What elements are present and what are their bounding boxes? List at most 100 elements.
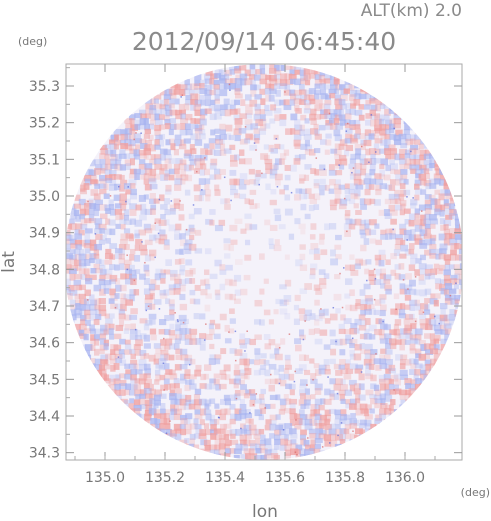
speckle-cell bbox=[240, 373, 248, 379]
speckle-cell bbox=[250, 459, 256, 460]
speckle-cell bbox=[159, 344, 166, 352]
speckle-cell bbox=[359, 223, 366, 231]
speckle-cell bbox=[199, 88, 208, 95]
speckle-cell bbox=[354, 124, 361, 130]
speckle-cell bbox=[370, 383, 377, 390]
speckle-cell bbox=[204, 383, 212, 390]
speckle-cell bbox=[389, 159, 395, 165]
speckle-cell bbox=[439, 318, 445, 325]
speckle-cell bbox=[105, 248, 112, 255]
speckle-cell bbox=[90, 299, 98, 306]
y-tick-label: 34.5 bbox=[29, 372, 60, 388]
speckle-cell bbox=[98, 223, 107, 230]
speckle-cell bbox=[318, 103, 325, 109]
speckle-cell bbox=[313, 204, 320, 211]
speckle-cell bbox=[315, 428, 323, 435]
speckle-cell bbox=[279, 114, 287, 120]
speckle-cell bbox=[379, 128, 387, 136]
speckle-cell bbox=[453, 209, 459, 215]
speckle-cell bbox=[384, 114, 390, 121]
speckle-cell bbox=[195, 364, 202, 372]
speckle-cell bbox=[378, 259, 385, 267]
speckle-cell bbox=[205, 69, 213, 76]
speckle-cell bbox=[134, 269, 141, 275]
speckle-dot bbox=[180, 96, 182, 98]
speckle-cell bbox=[180, 428, 187, 436]
speckle-cell bbox=[79, 188, 88, 195]
speckle-cell bbox=[299, 89, 307, 95]
speckle-cell bbox=[245, 409, 251, 415]
speckle-cell bbox=[179, 404, 186, 411]
speckle-cell bbox=[384, 198, 391, 205]
speckle-cell bbox=[353, 119, 361, 126]
speckle-cell bbox=[225, 429, 233, 437]
speckle-cell bbox=[209, 78, 215, 85]
speckle-cell bbox=[448, 288, 457, 294]
speckle-cell bbox=[109, 208, 117, 216]
speckle-cell bbox=[289, 403, 296, 410]
speckle-cell bbox=[100, 354, 109, 362]
speckle-cell bbox=[163, 114, 170, 121]
speckle-cell bbox=[203, 439, 211, 446]
speckle-cell bbox=[168, 369, 176, 376]
speckle-cell bbox=[380, 139, 388, 146]
speckle-cell bbox=[349, 418, 357, 425]
speckle-cell bbox=[154, 144, 161, 150]
speckle-cell bbox=[279, 144, 285, 150]
speckle-cell bbox=[229, 318, 236, 324]
speckle-cell bbox=[199, 419, 205, 426]
speckle-cell bbox=[164, 169, 171, 177]
speckle-cell bbox=[348, 163, 357, 170]
speckle-cell bbox=[285, 364, 292, 370]
speckle-cell bbox=[344, 209, 351, 217]
speckle-cell bbox=[425, 164, 433, 171]
speckle-cell bbox=[438, 253, 446, 260]
speckle-dot bbox=[181, 94, 184, 96]
speckle-cell bbox=[223, 243, 231, 251]
speckle-cell bbox=[360, 319, 367, 327]
speckle-cell bbox=[124, 339, 131, 345]
speckle-cell bbox=[268, 68, 277, 74]
speckle-cell bbox=[123, 219, 132, 226]
speckle-cell bbox=[275, 424, 284, 431]
speckle-cell bbox=[398, 263, 405, 270]
speckle-cell bbox=[368, 359, 376, 366]
speckle-cell bbox=[179, 323, 188, 330]
speckle-cell bbox=[404, 324, 412, 331]
speckle-dot bbox=[368, 161, 370, 164]
speckle-cell bbox=[144, 163, 153, 170]
speckle-cell bbox=[123, 228, 131, 234]
speckle-cell bbox=[285, 128, 293, 135]
speckle-cell bbox=[449, 198, 458, 205]
speckle-cell bbox=[244, 158, 252, 165]
speckle-cell bbox=[364, 134, 373, 141]
speckle-cell bbox=[84, 233, 91, 240]
speckle-cell bbox=[160, 174, 169, 181]
speckle-dot bbox=[165, 432, 168, 434]
speckle-cell bbox=[145, 319, 153, 326]
speckle-cell bbox=[144, 128, 151, 135]
speckle-cell bbox=[279, 158, 285, 165]
speckle-cell bbox=[93, 249, 99, 256]
speckle-cell bbox=[174, 98, 180, 105]
speckle-cell bbox=[129, 118, 135, 125]
speckle-cell bbox=[83, 174, 92, 182]
speckle-cell bbox=[83, 243, 92, 249]
speckle-cell bbox=[333, 293, 342, 301]
speckle-cell bbox=[170, 404, 176, 412]
speckle-cell bbox=[445, 214, 453, 220]
speckle-cell bbox=[155, 423, 161, 430]
speckle-cell bbox=[364, 104, 371, 110]
speckle-cell bbox=[213, 378, 220, 386]
speckle-cell bbox=[314, 74, 322, 81]
speckle-cell bbox=[84, 289, 91, 297]
speckle-cell bbox=[209, 429, 218, 436]
speckle-dot bbox=[339, 272, 341, 275]
speckle-cell bbox=[279, 83, 288, 90]
speckle-cell bbox=[105, 208, 111, 214]
speckle-cell bbox=[213, 168, 221, 175]
speckle-cell bbox=[349, 119, 356, 126]
speckle-cell bbox=[180, 123, 187, 131]
speckle-cell bbox=[268, 238, 274, 245]
speckle-cell bbox=[395, 388, 402, 395]
